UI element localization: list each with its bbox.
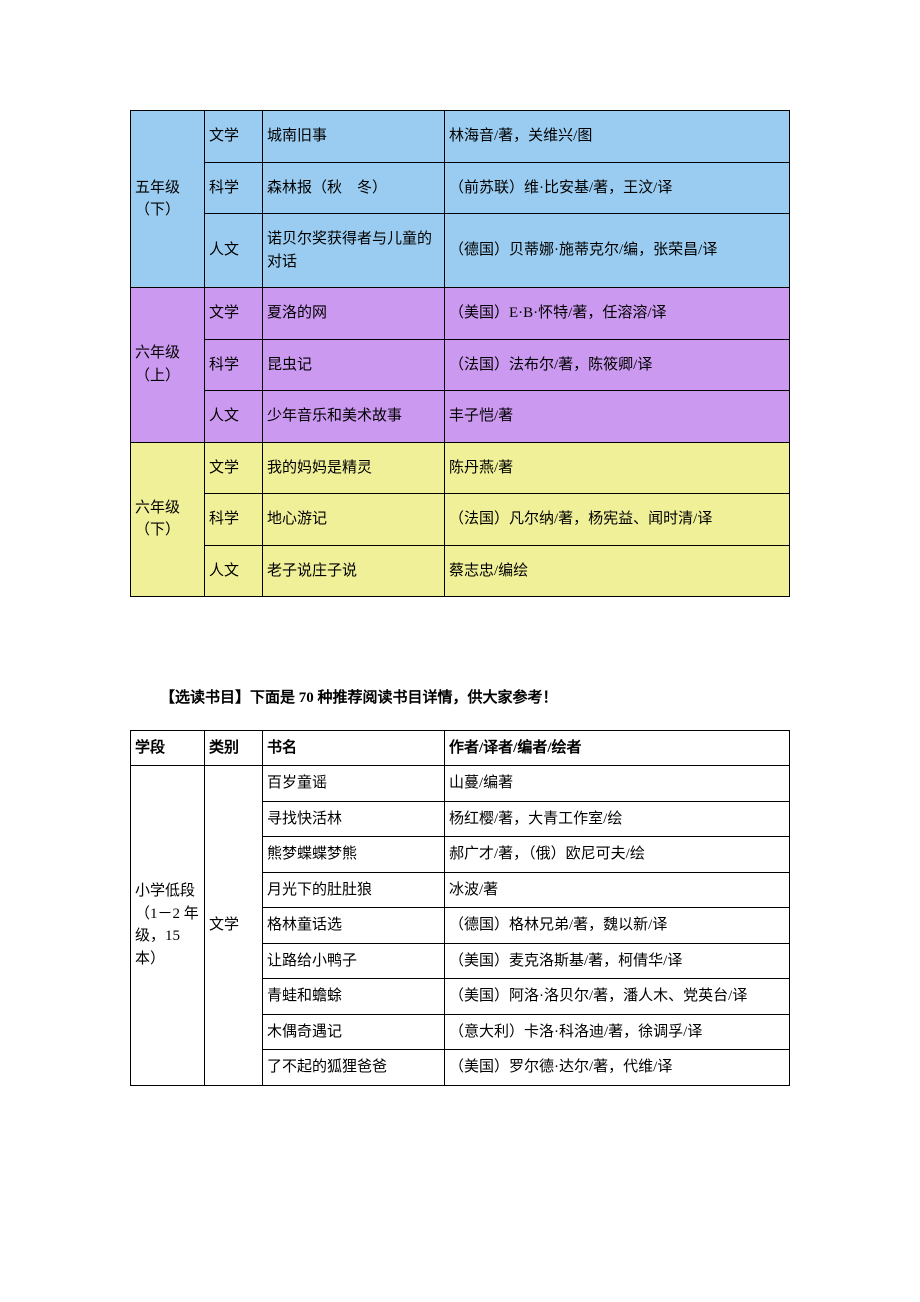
table-row: 科学昆虫记（法国）法布尔/著，陈筱卿/译 xyxy=(131,339,790,391)
reading-list-table-upper: 五年级（下）文学城南旧事林海音/著，关维兴/图科学森林报（秋 冬）（前苏联）维·… xyxy=(130,110,790,597)
category-cell: 科学 xyxy=(205,339,263,391)
title-cell: 月光下的肚肚狼 xyxy=(263,872,445,908)
title-cell: 熊梦蝶蝶梦熊 xyxy=(263,837,445,873)
table-row: 六年级（下）文学我的妈妈是精灵陈丹燕/著 xyxy=(131,442,790,494)
author-cell: 蔡志忠/编绘 xyxy=(445,545,790,597)
author-cell: 山蔓/编著 xyxy=(445,766,790,802)
title-cell: 老子说庄子说 xyxy=(263,545,445,597)
table-row: 五年级（下）文学城南旧事林海音/著，关维兴/图 xyxy=(131,111,790,163)
category-cell: 科学 xyxy=(205,162,263,214)
title-cell: 城南旧事 xyxy=(263,111,445,163)
document-page: 五年级（下）文学城南旧事林海音/著，关维兴/图科学森林报（秋 冬）（前苏联）维·… xyxy=(0,0,920,1146)
category-cell: 人文 xyxy=(205,391,263,443)
author-cell: 林海音/著，关维兴/图 xyxy=(445,111,790,163)
title-cell: 木偶奇遇记 xyxy=(263,1014,445,1050)
header-cell: 类别 xyxy=(205,730,263,766)
author-cell: （意大利）卡洛·科洛迪/著，徐调孚/译 xyxy=(445,1014,790,1050)
table-header-row: 学段类别书名作者/译者/编者/绘者 xyxy=(131,730,790,766)
reading-list-table-lower: 学段类别书名作者/译者/编者/绘者小学低段（1－2 年级，15 本）文学百岁童谣… xyxy=(130,730,790,1086)
title-cell: 我的妈妈是精灵 xyxy=(263,442,445,494)
grade-cell: 小学低段（1－2 年级，15 本） xyxy=(131,766,205,1086)
category-cell: 文学 xyxy=(205,766,263,1086)
title-cell: 森林报（秋 冬） xyxy=(263,162,445,214)
grade-cell: 六年级（下） xyxy=(131,442,205,597)
author-cell: （德国）贝蒂娜·施蒂克尔/编，张荣昌/译 xyxy=(445,214,790,288)
title-cell: 让路给小鸭子 xyxy=(263,943,445,979)
author-cell: （德国）格林兄弟/著，魏以新/译 xyxy=(445,908,790,944)
author-cell: 冰波/著 xyxy=(445,872,790,908)
title-cell: 诺贝尔奖获得者与儿童的对话 xyxy=(263,214,445,288)
table-row: 科学地心游记（法国）凡尔纳/著，杨宪益、闻时清/译 xyxy=(131,494,790,546)
title-cell: 地心游记 xyxy=(263,494,445,546)
author-cell: （美国）麦克洛斯基/著，柯倩华/译 xyxy=(445,943,790,979)
title-cell: 少年音乐和美术故事 xyxy=(263,391,445,443)
table-row: 人文少年音乐和美术故事丰子恺/著 xyxy=(131,391,790,443)
author-cell: （前苏联）维·比安基/著，王汶/译 xyxy=(445,162,790,214)
title-cell: 了不起的狐狸爸爸 xyxy=(263,1050,445,1086)
author-cell: （法国）凡尔纳/著，杨宪益、闻时清/译 xyxy=(445,494,790,546)
table-row: 小学低段（1－2 年级，15 本）文学百岁童谣山蔓/编著 xyxy=(131,766,790,802)
heading-text: 下面是 70 种推荐阅读书目详情，供大家参考！ xyxy=(250,690,558,706)
category-cell: 文学 xyxy=(205,111,263,163)
title-cell: 百岁童谣 xyxy=(263,766,445,802)
table-row: 人文老子说庄子说蔡志忠/编绘 xyxy=(131,545,790,597)
category-cell: 文学 xyxy=(205,442,263,494)
header-cell: 书名 xyxy=(263,730,445,766)
category-cell: 人文 xyxy=(205,545,263,597)
title-cell: 夏洛的网 xyxy=(263,288,445,340)
category-cell: 科学 xyxy=(205,494,263,546)
author-cell: （法国）法布尔/著，陈筱卿/译 xyxy=(445,339,790,391)
author-cell: 杨红樱/著，大青工作室/绘 xyxy=(445,801,790,837)
author-cell: 丰子恺/著 xyxy=(445,391,790,443)
category-cell: 人文 xyxy=(205,214,263,288)
grade-cell: 五年级（下） xyxy=(131,111,205,288)
title-cell: 青蛙和蟾蜍 xyxy=(263,979,445,1015)
table-row: 人文诺贝尔奖获得者与儿童的对话（德国）贝蒂娜·施蒂克尔/编，张荣昌/译 xyxy=(131,214,790,288)
author-cell: （美国）罗尔德·达尔/著，代维/译 xyxy=(445,1050,790,1086)
title-cell: 格林童话选 xyxy=(263,908,445,944)
title-cell: 昆虫记 xyxy=(263,339,445,391)
header-cell: 作者/译者/编者/绘者 xyxy=(445,730,790,766)
grade-cell: 六年级（上） xyxy=(131,288,205,443)
title-cell: 寻找快活林 xyxy=(263,801,445,837)
table-row: 六年级（上）文学夏洛的网（美国）E·B·怀特/著，任溶溶/译 xyxy=(131,288,790,340)
author-cell: 郝广才/著，（俄）欧尼可夫/绘 xyxy=(445,837,790,873)
section-heading: 【选读书目】下面是 70 种推荐阅读书目详情，供大家参考！ xyxy=(130,687,790,710)
author-cell: 陈丹燕/著 xyxy=(445,442,790,494)
header-cell: 学段 xyxy=(131,730,205,766)
table-row: 科学森林报（秋 冬）（前苏联）维·比安基/著，王汶/译 xyxy=(131,162,790,214)
category-cell: 文学 xyxy=(205,288,263,340)
heading-label: 【选读书目】 xyxy=(160,690,250,706)
author-cell: （美国）E·B·怀特/著，任溶溶/译 xyxy=(445,288,790,340)
author-cell: （美国）阿洛·洛贝尔/著，潘人木、党英台/译 xyxy=(445,979,790,1015)
